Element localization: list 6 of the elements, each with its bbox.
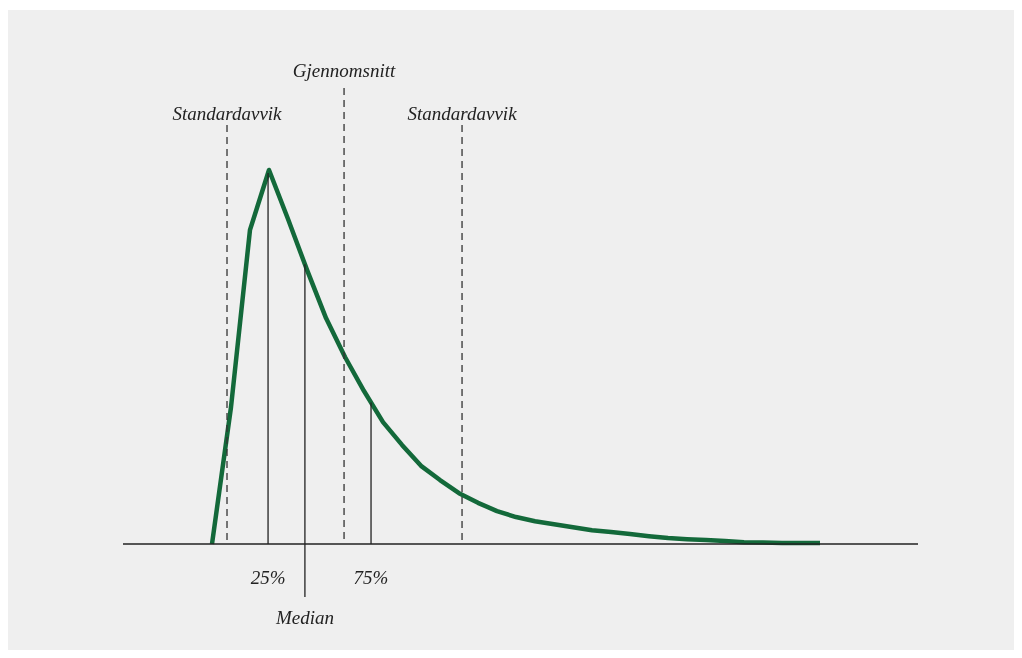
text: Standardavvik bbox=[407, 103, 518, 124]
text: Gjennomsnitt bbox=[292, 60, 396, 81]
text: Standardavvik bbox=[172, 103, 283, 124]
text: Median bbox=[274, 607, 334, 628]
text: 75% bbox=[353, 567, 389, 588]
text: 25% bbox=[250, 567, 286, 588]
